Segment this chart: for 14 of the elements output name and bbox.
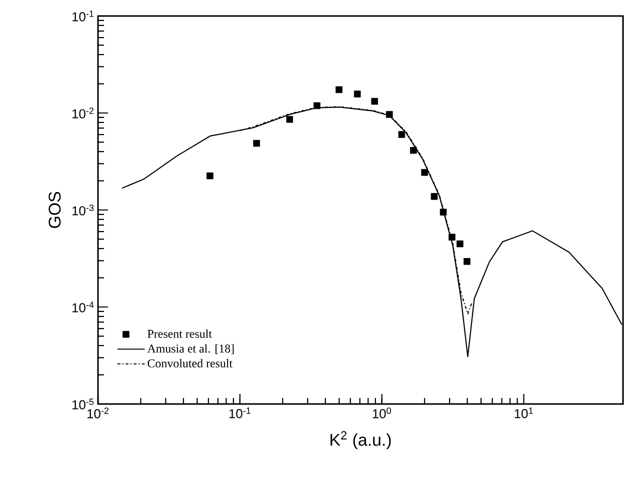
y-tick-label: 10$^{-2}$	[72, 108, 94, 118]
x-tick-label: 10$^{1}$	[514, 408, 533, 418]
x-tick-label: 10$^{0}$	[372, 408, 391, 418]
y-tick-label: 10$^{-4}$	[72, 302, 94, 312]
y-tick-label: 10$^{-1}$	[72, 10, 94, 22]
legend-label: Convoluted result	[148, 358, 233, 368]
legend-label: Amusia et al. [18]	[147, 344, 234, 354]
x-tick-label: 10$^{-2}$	[88, 408, 109, 418]
y-axis-title: GOS	[48, 192, 61, 228]
y-tick-label: 10$^{-3}$	[72, 204, 94, 216]
y-tick-label: 10$^{-5}$	[72, 398, 94, 410]
legend-label: Present result	[148, 329, 212, 338]
x-tick-label: 10$^{-1}$	[229, 408, 250, 418]
x-axis-title: K$^{2}$ (a.u.)	[330, 431, 391, 450]
